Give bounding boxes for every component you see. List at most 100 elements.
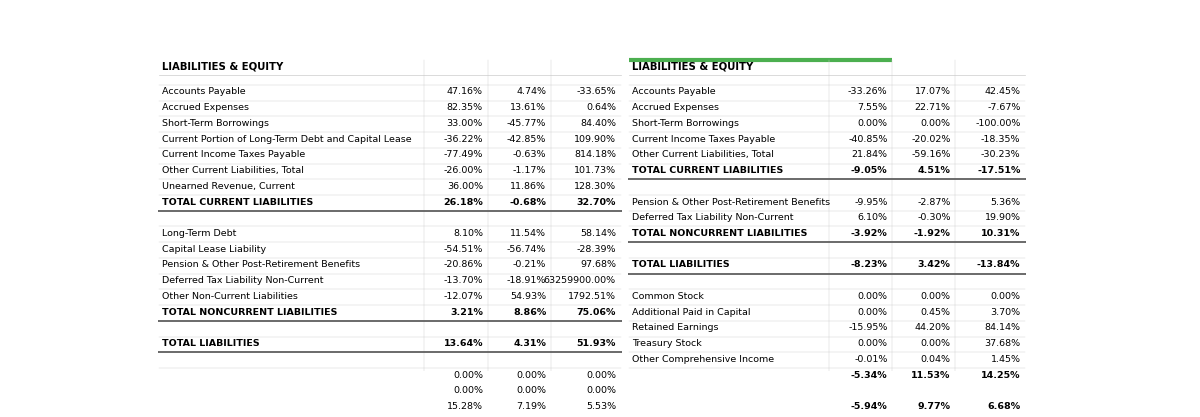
Text: -0.68%: -0.68%	[509, 198, 546, 206]
Text: TOTAL CURRENT LIABILITIES: TOTAL CURRENT LIABILITIES	[162, 198, 313, 206]
Text: 6.68%: 6.68%	[988, 402, 1020, 411]
Text: 33.00%: 33.00%	[446, 119, 482, 128]
Text: 5.53%: 5.53%	[586, 402, 616, 411]
Text: TOTAL EQUITY: TOTAL EQUITY	[631, 371, 708, 379]
Text: -56.74%: -56.74%	[506, 245, 546, 254]
Text: 63259900.00%: 63259900.00%	[544, 276, 616, 285]
Text: 8.10%: 8.10%	[452, 229, 482, 238]
Text: 0.00%: 0.00%	[920, 292, 950, 301]
Text: -42.85%: -42.85%	[506, 135, 546, 143]
Text: 0.00%: 0.00%	[920, 339, 950, 348]
Text: 0.00%: 0.00%	[586, 387, 616, 395]
Text: -0.21%: -0.21%	[512, 261, 546, 269]
Text: -1.17%: -1.17%	[512, 166, 546, 175]
Text: 75.06%: 75.06%	[576, 308, 616, 317]
Text: -40.85%: -40.85%	[848, 135, 888, 143]
Text: Deferred Tax Liability Non-Current: Deferred Tax Liability Non-Current	[162, 276, 324, 285]
Text: 0.00%: 0.00%	[990, 292, 1020, 301]
Text: 97.68%: 97.68%	[580, 261, 616, 269]
Text: -33.26%: -33.26%	[848, 88, 888, 96]
Text: 0.00%: 0.00%	[516, 371, 546, 379]
Text: 0.00%: 0.00%	[920, 119, 950, 128]
Text: LIABILITIES & EQUITY: LIABILITIES & EQUITY	[631, 62, 752, 72]
Text: 84.14%: 84.14%	[984, 324, 1020, 332]
Text: Long-Term Debt: Long-Term Debt	[162, 229, 236, 238]
Text: 0.00%: 0.00%	[516, 387, 546, 395]
Text: -5.34%: -5.34%	[851, 371, 888, 379]
Text: 13.61%: 13.61%	[510, 103, 546, 112]
Text: Retained Earnings: Retained Earnings	[631, 324, 719, 332]
Text: TOTAL LIABILITIES: TOTAL LIABILITIES	[631, 261, 730, 269]
Text: -1.92%: -1.92%	[914, 229, 950, 238]
Text: 11.86%: 11.86%	[510, 182, 546, 191]
Text: 6.10%: 6.10%	[858, 213, 888, 222]
Text: 0.00%: 0.00%	[858, 339, 888, 348]
Text: 0.00%: 0.00%	[858, 292, 888, 301]
Text: 0.00%: 0.00%	[858, 308, 888, 317]
Text: Current Income Taxes Payable: Current Income Taxes Payable	[631, 135, 775, 143]
Text: -0.30%: -0.30%	[917, 213, 950, 222]
Text: 7.19%: 7.19%	[516, 402, 546, 411]
Text: LIABILITIES & EQUITY: LIABILITIES & EQUITY	[162, 62, 283, 72]
Text: Pension & Other Post-Retirement Benefits: Pension & Other Post-Retirement Benefits	[631, 198, 830, 206]
Text: Additional Paid in Capital: Additional Paid in Capital	[631, 308, 750, 317]
Text: 32.70%: 32.70%	[576, 198, 616, 206]
Text: Accounts Payable: Accounts Payable	[162, 88, 246, 96]
Text: TOTAL NONCURRENT LIABILITIES: TOTAL NONCURRENT LIABILITIES	[631, 229, 808, 238]
Text: Current Portion of Long-Term Debt and Capital Lease: Current Portion of Long-Term Debt and Ca…	[162, 135, 412, 143]
Text: -5.94%: -5.94%	[851, 402, 888, 411]
Text: Accrued Expenses: Accrued Expenses	[631, 103, 719, 112]
Text: 21.84%: 21.84%	[852, 151, 888, 159]
Text: 5.36%: 5.36%	[990, 198, 1020, 206]
Text: 7.55%: 7.55%	[858, 103, 888, 112]
Text: 4.74%: 4.74%	[516, 88, 546, 96]
Text: 54.93%: 54.93%	[510, 292, 546, 301]
Text: 1792.51%: 1792.51%	[568, 292, 616, 301]
Text: 9.77%: 9.77%	[918, 402, 950, 411]
Text: -28.39%: -28.39%	[576, 245, 616, 254]
Text: 3.42%: 3.42%	[918, 261, 950, 269]
Text: -9.95%: -9.95%	[854, 198, 888, 206]
Text: -8.23%: -8.23%	[851, 261, 888, 269]
Text: Retained Earnings: Retained Earnings	[162, 402, 248, 411]
Text: 1.45%: 1.45%	[990, 355, 1020, 364]
Text: -15.95%: -15.95%	[848, 324, 888, 332]
Text: 0.00%: 0.00%	[586, 371, 616, 379]
Text: -9.05%: -9.05%	[851, 166, 888, 175]
Text: TOTAL NONCURRENT LIABILITIES: TOTAL NONCURRENT LIABILITIES	[162, 308, 337, 317]
Text: -7.67%: -7.67%	[988, 103, 1020, 112]
Text: Short-Term Borrowings: Short-Term Borrowings	[162, 119, 269, 128]
Text: Other Current Liabilities, Total: Other Current Liabilities, Total	[162, 166, 304, 175]
Text: 82.35%: 82.35%	[446, 103, 482, 112]
Text: Pension & Other Post-Retirement Benefits: Pension & Other Post-Retirement Benefits	[162, 261, 360, 269]
Text: Other Current Liabilities, Total: Other Current Liabilities, Total	[631, 151, 774, 159]
Text: -12.07%: -12.07%	[444, 292, 482, 301]
Text: Accounts Payable: Accounts Payable	[631, 88, 715, 96]
Text: 22.71%: 22.71%	[914, 103, 950, 112]
Text: 4.31%: 4.31%	[514, 339, 546, 348]
Text: 0.45%: 0.45%	[920, 308, 950, 317]
Text: -18.91%: -18.91%	[506, 276, 546, 285]
Text: 0.64%: 0.64%	[586, 103, 616, 112]
Text: 101.73%: 101.73%	[574, 166, 616, 175]
Text: Capital Lease Liability: Capital Lease Liability	[162, 245, 266, 254]
Text: Common Stock: Common Stock	[162, 371, 234, 379]
Text: -20.86%: -20.86%	[444, 261, 482, 269]
Text: Additional Paid in Capital: Additional Paid in Capital	[162, 387, 281, 395]
Text: Other Non-Current Liabilities: Other Non-Current Liabilities	[162, 292, 298, 301]
Text: -0.01%: -0.01%	[854, 355, 888, 364]
Text: -100.00%: -100.00%	[976, 119, 1020, 128]
Text: Deferred Tax Liability Non-Current: Deferred Tax Liability Non-Current	[631, 213, 793, 222]
Text: -77.49%: -77.49%	[444, 151, 482, 159]
Text: TOTAL LIABILITIES: TOTAL LIABILITIES	[162, 339, 259, 348]
Text: Short-Term Borrowings: Short-Term Borrowings	[631, 119, 739, 128]
Text: 4.51%: 4.51%	[918, 166, 950, 175]
Text: 44.20%: 44.20%	[914, 324, 950, 332]
Text: 0.00%: 0.00%	[452, 387, 482, 395]
Text: 11.54%: 11.54%	[510, 229, 546, 238]
Text: Accrued Expenses: Accrued Expenses	[162, 103, 250, 112]
Text: -18.35%: -18.35%	[980, 135, 1020, 143]
Text: 8.86%: 8.86%	[512, 308, 546, 317]
Text: -36.22%: -36.22%	[444, 135, 482, 143]
Text: TOTAL CURRENT LIABILITIES: TOTAL CURRENT LIABILITIES	[631, 166, 782, 175]
